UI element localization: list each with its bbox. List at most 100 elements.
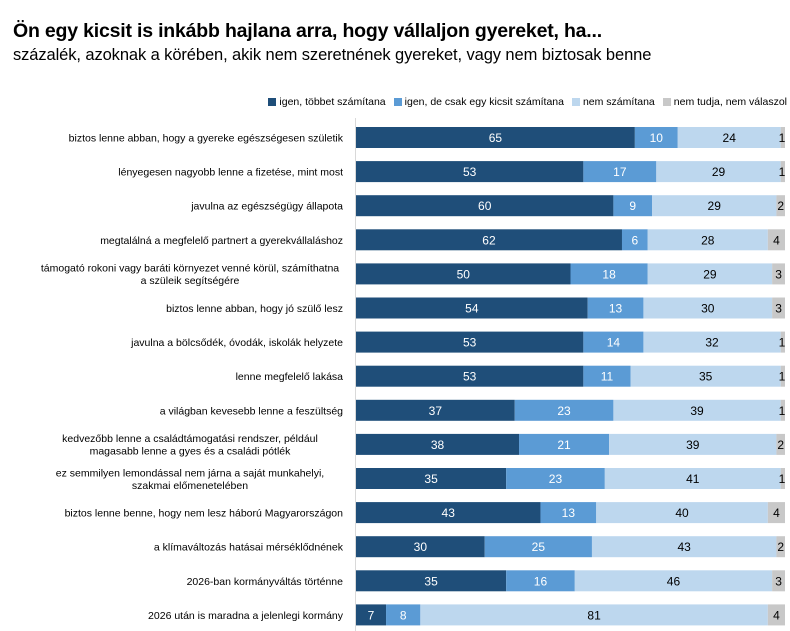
category-label-line: biztos lenne benne, hogy nem lesz háború… [65, 508, 344, 520]
bar-segment [356, 433, 520, 455]
bar-segment [356, 263, 571, 285]
data-label: 18 [602, 267, 616, 281]
legend-label: igen, többet számítana [279, 96, 386, 108]
category-label: biztos lenne abban, hogy jó szülő lesz [166, 303, 343, 315]
bar-segment [652, 195, 777, 217]
data-label: 1 [779, 131, 786, 145]
category-label-line: a szüleik segítségére [141, 275, 240, 287]
bar-segment [780, 365, 785, 387]
data-label: 39 [686, 438, 700, 452]
data-label: 32 [705, 336, 719, 350]
legend-item: igen, többet számítana [268, 96, 386, 108]
bar-segment [780, 468, 785, 489]
bar-segment [420, 604, 768, 626]
chart-title: Ön egy kicsit is inkább hajlana arra, ho… [13, 20, 602, 42]
bar-segment [643, 297, 773, 319]
data-label: 24 [723, 131, 737, 145]
legend-item: nem számítana [571, 96, 655, 108]
bar-segment [356, 331, 584, 353]
data-label: 54 [465, 302, 479, 316]
bar-segment [356, 536, 485, 558]
data-label: 50 [457, 267, 471, 281]
data-label: 4 [773, 233, 780, 247]
bar-segment [356, 502, 541, 524]
category-label-line: 2026-ban kormányváltás történne [187, 576, 344, 588]
data-label: 7 [368, 608, 375, 622]
legend-item: nem tudja, nem válaszol [662, 96, 787, 108]
category-label: megtalálná a megfelelő partnert a gyerek… [100, 235, 343, 247]
category-label: javulna az egészségügy állapota [190, 201, 343, 213]
category-label-line: javulna a bölcsődék, óvodák, iskolák hel… [130, 337, 343, 349]
bar-segment [677, 127, 781, 148]
category-label-line: biztos lenne abban, hogy jó szülő lesz [166, 303, 343, 315]
bar-segment [634, 127, 678, 148]
data-label: 35 [424, 472, 438, 486]
data-label: 29 [708, 199, 722, 213]
data-label: 17 [613, 165, 627, 179]
category-label-line: megtalálná a megfelelő partnert a gyerek… [100, 235, 343, 247]
category-label-line: szakmai előmenetelében [132, 480, 248, 492]
data-label: 2 [777, 438, 784, 452]
bar-segment [772, 263, 785, 285]
category-label-line: ez semmilyen lemondással nem járna a saj… [56, 467, 324, 479]
data-label: 6 [632, 233, 639, 247]
category-label-line: a világban kevesebb lenne a feszültség [160, 405, 343, 417]
bar-segment [780, 399, 785, 421]
data-label: 28 [701, 233, 715, 247]
bar-segment [356, 570, 507, 592]
data-label: 4 [773, 506, 780, 520]
data-label: 40 [675, 506, 689, 520]
bar-segment [484, 536, 592, 558]
data-label: 35 [424, 574, 438, 588]
data-label: 29 [703, 267, 717, 281]
bar-segment [596, 502, 768, 524]
bar-segment [356, 468, 507, 489]
data-label: 30 [414, 540, 428, 554]
bar-segment [780, 161, 785, 183]
bar-segment [583, 331, 644, 353]
bar-segment [506, 468, 605, 489]
legend-item: igen, de csak egy kicsit számítana [393, 96, 564, 108]
data-label: 21 [557, 438, 571, 452]
legend-label: igen, de csak egy kicsit számítana [404, 96, 564, 108]
data-label: 13 [562, 506, 576, 520]
bar-segment [630, 365, 781, 387]
bar-segment [767, 502, 785, 524]
data-label: 29 [712, 165, 726, 179]
category-label-line: javulna az egészségügy állapota [190, 201, 343, 213]
bar-segment [780, 331, 785, 353]
bar-segment [356, 161, 584, 183]
data-label: 41 [686, 472, 700, 486]
data-label: 37 [429, 404, 443, 418]
data-label: 65 [489, 131, 503, 145]
bar-segment [613, 399, 781, 421]
bar-segment [647, 229, 768, 251]
data-label: 2 [777, 540, 784, 554]
bar-segment [587, 297, 644, 319]
data-label: 39 [690, 404, 704, 418]
bar-segment [356, 229, 622, 251]
category-label-line: biztos lenne abban, hogy a gyereke egész… [69, 133, 344, 145]
data-label: 23 [549, 472, 563, 486]
data-label: 38 [431, 438, 445, 452]
legend: igen, többet számítana igen, de csak egy… [268, 96, 787, 108]
bar-segment [643, 331, 781, 353]
data-label: 16 [534, 574, 548, 588]
category-label: 2026-ban kormányváltás történne [187, 576, 344, 588]
bar-segment [776, 195, 785, 217]
category-label: javulna a bölcsődék, óvodák, iskolák hel… [130, 337, 343, 349]
bar-segment [574, 570, 773, 592]
category-label: a klímaváltozás hatásai mérséklődnének [154, 542, 344, 554]
data-label: 3 [775, 574, 782, 588]
category-label-line: kedvezőbb lenne a családtámogatási rends… [62, 433, 318, 445]
data-label: 53 [463, 370, 477, 384]
data-label: 14 [607, 336, 621, 350]
legend-label: nem számítana [582, 96, 655, 108]
category-label: lényegesen nagyobb lenne a fizetése, min… [118, 167, 343, 179]
bar-segment [621, 229, 648, 251]
data-label: 1 [779, 370, 786, 384]
category-label: lenne megfelelő lakása [236, 371, 344, 383]
bar-segment [540, 502, 597, 524]
bar-segment [506, 570, 575, 592]
